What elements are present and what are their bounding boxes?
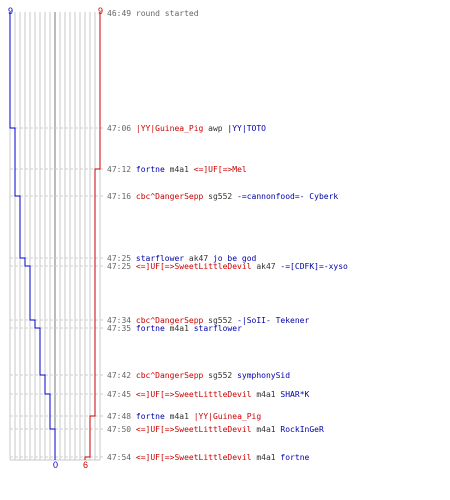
event-time: 46:49: [107, 9, 136, 18]
event-weapon: m4a1: [170, 165, 194, 174]
event-row: 47:25 starflower ak47 jo be god: [107, 254, 257, 263]
event-weapon: awp: [208, 124, 227, 133]
event-row: 47:54 <=]UF[=>SweetLittleDevil m4a1 fort…: [107, 453, 310, 462]
event-victim: starflower: [194, 324, 242, 333]
event-row: 47:06 |YY|Guinea_Pig awp |YY|TOTO: [107, 124, 266, 133]
score-labels: 9 9 0 6: [8, 6, 103, 470]
red-score-top: 9: [98, 6, 103, 16]
event-log: 46:49 round started 47:06 |YY|Guinea_Pig …: [107, 9, 348, 462]
event-time: 47:50: [107, 425, 136, 434]
event-victim: <=]UF[=>Mel: [194, 165, 247, 174]
event-time: 47:42: [107, 371, 136, 380]
blue-team-alive-line: [9, 12, 56, 460]
event-time: 47:25: [107, 262, 136, 271]
event-row: 47:45 <=]UF[=>SweetLittleDevil m4a1 SHAR…: [107, 390, 310, 399]
event-time: 47:48: [107, 412, 136, 421]
blue-score-bottom: 0: [53, 460, 58, 470]
event-victim: fortne: [280, 453, 309, 462]
event-killer: fortne: [136, 324, 170, 333]
event-weapon: m4a1: [256, 390, 280, 399]
event-victim: jo be god: [213, 254, 257, 263]
event-time: 47:25: [107, 254, 136, 263]
event-victim: symphonySid: [237, 371, 290, 380]
event-killer: |YY|Guinea_Pig: [136, 124, 208, 133]
event-victim: RockInGeR: [280, 425, 324, 434]
event-killer: cbc^DangerSepp: [136, 192, 208, 201]
team-alive-steps: [9, 12, 101, 460]
event-row: 47:34 cbc^DangerSepp sg552 -|SoII- Teken…: [107, 316, 309, 325]
event-killer: cbc^DangerSepp: [136, 371, 208, 380]
event-row: 47:35 fortne m4a1 starflower: [107, 324, 242, 333]
event-victim: -=cannonfood=- Cyberk: [237, 192, 338, 201]
event-time: 47:54: [107, 453, 136, 462]
event-weapon: m4a1: [256, 453, 280, 462]
event-time: 47:34: [107, 316, 136, 325]
event-row: 47:12 fortne m4a1 <=]UF[=>Mel: [107, 165, 247, 174]
event-row: 47:48 fortne m4a1 |YY|Guinea_Pig: [107, 412, 261, 421]
event-row: 47:42 cbc^DangerSepp sg552 symphonySid: [107, 371, 290, 380]
event-time: 47:06: [107, 124, 136, 133]
event-row: 47:25 <=]UF[=>SweetLittleDevil ak47 -=[C…: [107, 262, 348, 271]
event-victim: |YY|Guinea_Pig: [194, 412, 262, 421]
red-team-alive-line: [84, 12, 101, 460]
event-row: 46:49 round started: [107, 9, 199, 18]
event-time: 47:35: [107, 324, 136, 333]
event-victim: |YY|TOTO: [227, 124, 266, 133]
event-killer: <=]UF[=>SweetLittleDevil: [136, 262, 256, 271]
blue-score-top: 9: [8, 6, 13, 16]
event-time: 47:45: [107, 390, 136, 399]
event-weapon: sg552: [208, 192, 237, 201]
event-killer: fortne: [136, 412, 170, 421]
event-killer: starflower: [136, 254, 189, 263]
event-weapon: m4a1: [170, 324, 194, 333]
event-weapon: round started: [136, 9, 199, 18]
event-weapon: sg552: [208, 371, 237, 380]
event-time: 47:12: [107, 165, 136, 174]
event-weapon: ak47: [189, 254, 213, 263]
event-victim: SHAR*K: [280, 390, 309, 399]
event-weapon: m4a1: [256, 425, 280, 434]
event-killer: cbc^DangerSepp: [136, 316, 208, 325]
event-killer: <=]UF[=>SweetLittleDevil: [136, 425, 256, 434]
event-time: 47:16: [107, 192, 136, 201]
event-weapon: sg552: [208, 316, 237, 325]
event-row: 47:16 cbc^DangerSepp sg552 -=cannonfood=…: [107, 192, 338, 201]
event-killer: <=]UF[=>SweetLittleDevil: [136, 390, 256, 399]
red-score-bottom: 6: [83, 460, 88, 470]
event-victim: -=[CDFK]=-xyso: [280, 262, 348, 271]
event-victim: -|SoII- Tekener: [237, 316, 309, 325]
event-weapon: ak47: [256, 262, 280, 271]
grid-layer: [9, 12, 101, 461]
event-weapon: m4a1: [170, 412, 194, 421]
event-killer: fortne: [136, 165, 170, 174]
event-killer: <=]UF[=>SweetLittleDevil: [136, 453, 256, 462]
event-row: 47:50 <=]UF[=>SweetLittleDevil m4a1 Rock…: [107, 425, 324, 434]
